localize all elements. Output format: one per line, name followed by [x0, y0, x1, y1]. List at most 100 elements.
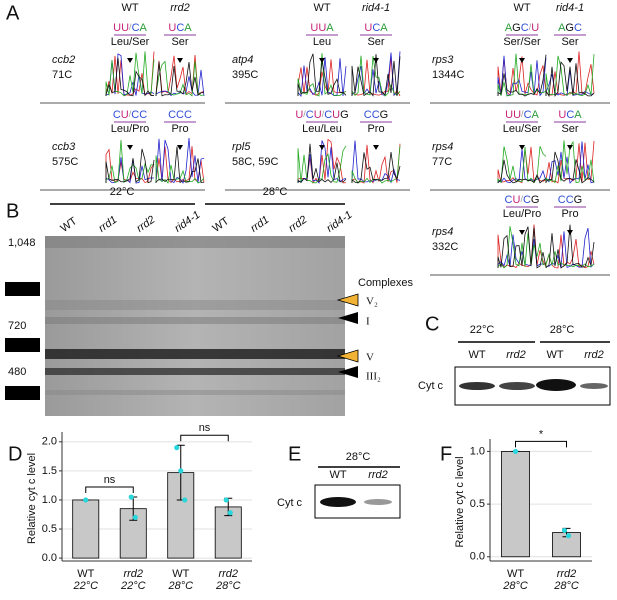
arrowhead [319, 58, 325, 63]
arrowhead [519, 58, 525, 63]
protein-label: Cyt c [277, 497, 303, 509]
chromatogram [105, 51, 155, 97]
amino-acid: Ser [561, 36, 578, 48]
data-point [83, 497, 89, 503]
x-tick-label: 28°C [553, 580, 579, 592]
chromatogram [297, 145, 347, 184]
lane-label: rrd2 [584, 349, 604, 361]
chromatogram [545, 54, 595, 96]
significance-label: ns [199, 422, 211, 434]
chromatogram [497, 226, 547, 269]
chromatogram [545, 141, 595, 184]
data-point [561, 527, 568, 534]
amino-acid: Leu/Pro [503, 208, 542, 220]
arrowhead [567, 58, 573, 63]
edit-site: 77C [432, 156, 452, 168]
amino-acid: Pro [561, 208, 578, 220]
chromatogram [545, 61, 595, 98]
significance-bracket [515, 440, 567, 448]
temperature: 22°C [110, 186, 135, 198]
gene-name: rps4 [432, 141, 453, 153]
x-tick-label: WT [77, 568, 94, 580]
chromatogram [297, 57, 347, 97]
chromatogram [351, 54, 401, 97]
chromatogram [155, 146, 205, 184]
codon: UUA [310, 22, 334, 34]
y-tick-label: 1.5 [42, 465, 57, 477]
significance-bracket [180, 434, 229, 442]
chromatogram [105, 57, 155, 97]
y-axis-label: Relative cyt c level [26, 453, 38, 544]
chromatogram [497, 224, 547, 269]
genotype-header: WT [121, 2, 138, 14]
edit-site: 58C, 59C [232, 156, 279, 168]
amino-acid: Leu/Leu [302, 123, 342, 135]
size-marker: 1,048 [8, 237, 36, 249]
lane-label: rrd1 [249, 214, 272, 235]
complex-name: I [366, 316, 370, 328]
lane-label: rrd2 [287, 214, 310, 235]
x-tick-label: rrd2 [557, 568, 577, 580]
arrowhead [519, 145, 525, 150]
chromatogram [497, 54, 547, 97]
x-tick-label: 28°C [502, 580, 528, 592]
gene-name: rps3 [432, 54, 454, 66]
data-point [174, 445, 180, 451]
amino-acid: Ser [171, 36, 188, 48]
lane-label: rrd2 [135, 214, 158, 235]
y-tick-label: 0.5 [470, 498, 485, 510]
panel-label: F [440, 443, 452, 465]
chromatogram [545, 224, 595, 269]
x-tick-label: rrd2 [123, 568, 143, 580]
gene-name: ccb3 [52, 141, 76, 153]
chromatogram [155, 155, 205, 184]
genotype-header: rrd2 [170, 2, 190, 14]
data-point [132, 514, 138, 520]
arrowhead [373, 58, 379, 63]
amino-acid: Leu/Pro [111, 123, 150, 135]
temperature: 28°C [550, 324, 575, 336]
y-tick-label: 0.0 [42, 552, 57, 564]
data-point [128, 494, 134, 500]
codon: CU/CC [113, 109, 147, 121]
codon: UU/CA [505, 109, 539, 121]
lane-label: WT [59, 215, 80, 235]
x-tick-label: WT [507, 568, 524, 580]
chromatogram [351, 151, 401, 184]
lane-label: rrd2 [368, 469, 388, 481]
data-point [512, 448, 519, 455]
data-point [565, 533, 572, 539]
chromatogram [105, 157, 155, 184]
gene-name: ccb2 [52, 54, 75, 66]
bar [72, 499, 100, 559]
y-tick-label: 0.0 [470, 551, 485, 563]
genotype-header: rid4-1 [556, 2, 584, 14]
data-point [182, 497, 188, 503]
codon: UCA [558, 109, 582, 121]
panel-label: B [6, 200, 19, 222]
edit-site: 1344C [432, 69, 464, 81]
chromatogram [497, 148, 547, 184]
y-tick-label: 1.0 [42, 494, 57, 506]
lane-label: rid4-1 [325, 209, 355, 235]
temperature: 28°C [346, 451, 371, 463]
codon: AGC/U [505, 22, 539, 34]
data-point [227, 510, 233, 516]
significance-label: * [539, 428, 544, 440]
codon: UCA [168, 22, 192, 34]
chromatogram [545, 251, 595, 268]
arrowhead [519, 230, 525, 235]
chromatogram [351, 140, 401, 184]
gene-name: rpl5 [232, 141, 251, 153]
codon: CCG [558, 194, 582, 206]
lane-label: rid4-1 [173, 209, 203, 235]
y-tick-label: 2.0 [42, 436, 57, 448]
temperature: 28°C [263, 186, 288, 198]
amino-acid: Pro [171, 123, 188, 135]
lane-label: WT [468, 349, 485, 361]
codon: CCC [168, 109, 192, 121]
data-point [178, 468, 184, 474]
edit-site: 71C [52, 69, 72, 81]
panel-label: C [425, 313, 439, 335]
